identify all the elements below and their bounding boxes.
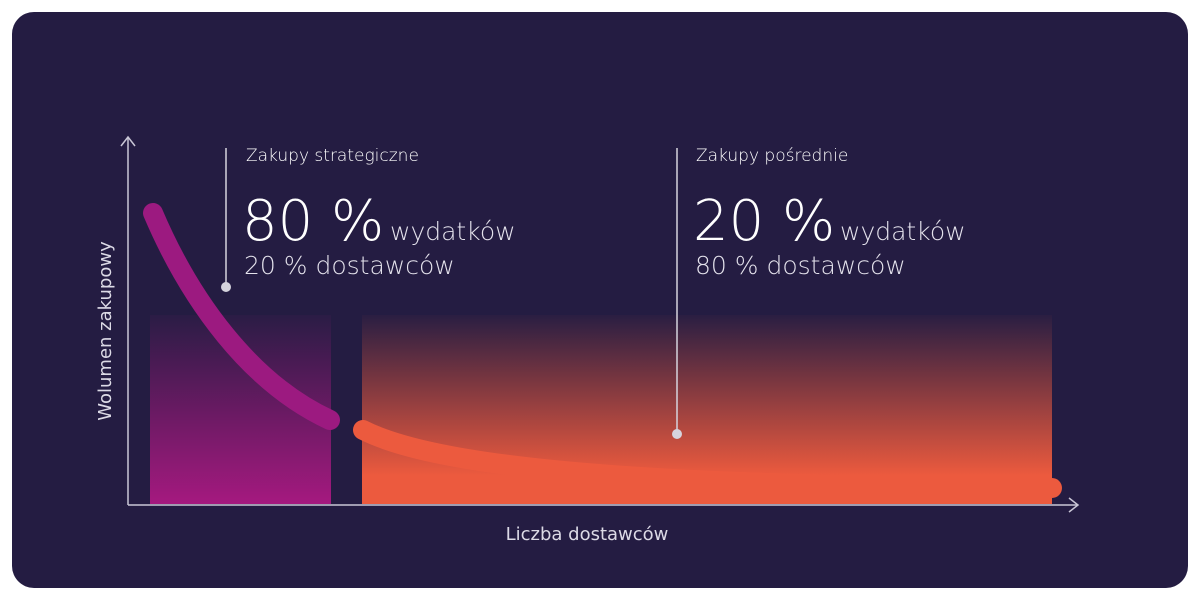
segment-title: Zakupy strategiczne (246, 146, 419, 166)
indirect-curve (353, 420, 1062, 498)
y-axis-label: Wolumen zakupowy (95, 241, 116, 421)
x-axis-arrow-icon (1068, 497, 1080, 513)
y-axis-arrow-icon (120, 135, 136, 147)
callout-indirect: Zakupy pośrednie 20 % wydatków 80 % dost… (672, 146, 966, 439)
segment-big-unit: wydatków (390, 217, 516, 246)
x-axis (128, 497, 1080, 513)
segment-title: Zakupy pośrednie (696, 146, 848, 166)
callout-dot (672, 429, 682, 439)
x-axis-label: Liczba dostawców (506, 524, 669, 545)
strategic-curve (143, 203, 340, 430)
callout-dot (221, 282, 231, 292)
segment-big-value: 20 % (693, 189, 835, 254)
segment-sub: 20 % dostawców (244, 251, 455, 280)
segment-sub: 80 % dostawców (695, 251, 906, 280)
callout-strategic: Zakupy strategiczne 80 % wydatków 20 % d… (221, 146, 516, 292)
segment-big-unit: wydatków (840, 217, 966, 246)
y-axis (120, 135, 136, 505)
segment-big-value: 80 % (242, 189, 384, 254)
